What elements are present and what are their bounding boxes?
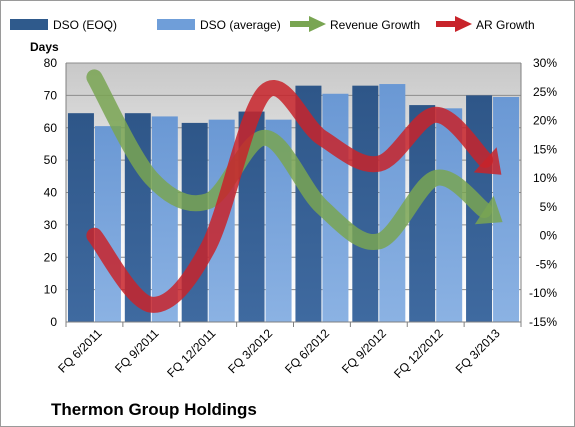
y-tick-label: 10 <box>44 283 58 297</box>
arrowhead-revenue-growth <box>474 195 503 225</box>
y-tick-label: 70 <box>44 88 58 102</box>
arrowhead-ar-growth <box>473 147 502 175</box>
bar-dso-average-0 <box>94 126 121 322</box>
x-tick-label: FQ 12/2011 <box>164 326 218 380</box>
bar-dso-average-6 <box>436 108 463 322</box>
y-tick-label: 40 <box>44 186 58 200</box>
x-tick-label: FQ 9/2012 <box>339 326 389 376</box>
x-tick-label: FQ 3/2012 <box>225 326 275 376</box>
legend-item-dso-average: DSO (average) <box>157 18 281 32</box>
y-tick-label: 50 <box>44 153 58 167</box>
y-tick-label: 20 <box>44 250 58 264</box>
line-ar-growth <box>86 80 494 313</box>
legend-item-dso-eoq: DSO (EOQ) <box>10 18 117 32</box>
y2-tick-label: -10% <box>529 286 557 300</box>
y-tick-label: 30 <box>44 218 58 232</box>
y2-tick-label: 15% <box>533 142 557 156</box>
bar-dso-eoq-5 <box>352 85 379 322</box>
y2-tick-label: -15% <box>529 315 557 329</box>
legend-label-dso-average: DSO (average) <box>200 18 281 32</box>
y-tick-label: 0 <box>50 315 57 329</box>
bar-dso-eoq-0 <box>67 113 94 323</box>
y-tick-label: 60 <box>44 121 58 135</box>
chart-title: Thermon Group Holdings <box>51 400 257 419</box>
legend-swatch-dso-eoq <box>10 19 48 30</box>
legend-label-dso-eoq: DSO (EOQ) <box>53 18 117 32</box>
y2-axis-ticks: -15% -10% -5% 0% 5% 10% 15% 20% 25% 30% <box>529 56 557 329</box>
x-tick-label: FQ 3/2013 <box>453 326 503 376</box>
bar-dso-average-5 <box>379 84 406 322</box>
y2-tick-label: -5% <box>536 257 558 271</box>
legend-label-revenue-growth: Revenue Growth <box>330 18 420 32</box>
y2-tick-label: 5% <box>540 200 558 214</box>
y2-tick-label: 30% <box>533 56 557 70</box>
y2-tick-label: 10% <box>533 171 557 185</box>
y-tick-label: 80 <box>44 56 58 70</box>
legend-arrowhead-ar-growth <box>455 16 472 32</box>
x-tick-label: FQ 6/2011 <box>55 326 105 376</box>
legend-arrowhead-revenue-growth <box>309 16 326 32</box>
x-tick-label: FQ 9/2011 <box>112 326 162 376</box>
y2-tick-label: 25% <box>533 85 557 99</box>
legend-item-ar-growth: AR Growth <box>436 16 535 32</box>
y2-tick-label: 0% <box>540 229 558 243</box>
legend-swatch-dso-average <box>157 19 195 30</box>
x-tick-label: FQ 6/2012 <box>282 326 332 376</box>
axes <box>65 63 522 327</box>
legend: DSO (EOQ) DSO (average) Revenue Growth A… <box>10 16 535 32</box>
line-revenue-growth <box>86 69 493 251</box>
legend-item-revenue-growth: Revenue Growth <box>290 16 420 32</box>
x-tick-label: FQ 12/2012 <box>391 326 446 381</box>
x-axis-ticks: FQ 6/2011 FQ 9/2011 FQ 12/2011 FQ 3/2012 FQ … <box>55 326 503 381</box>
y-axis-ticks: 0 10 20 30 40 50 60 70 80 <box>44 56 58 329</box>
y2-tick-label: 20% <box>533 114 557 128</box>
growth-lines <box>86 69 503 313</box>
legend-label-ar-growth: AR Growth <box>476 18 535 32</box>
y-axis-title: Days <box>30 40 59 54</box>
